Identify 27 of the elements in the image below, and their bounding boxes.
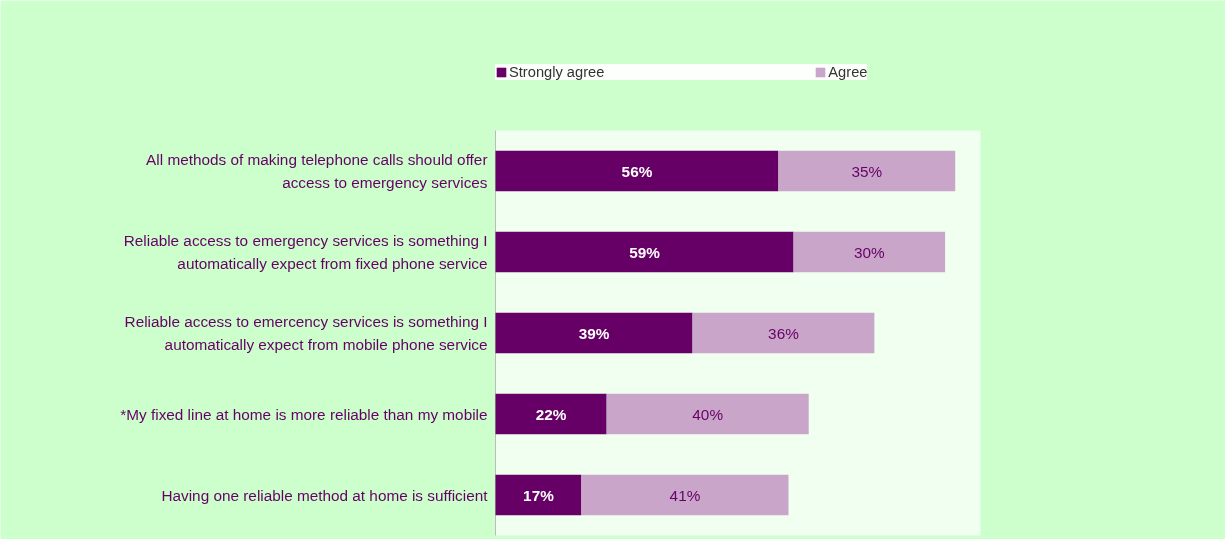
- data-label: 30%: [854, 243, 886, 261]
- bar: [793, 231, 946, 273]
- y-tick-label: Having one reliable method at home is sufficient: [161, 486, 489, 504]
- data-label: 35%: [851, 162, 883, 180]
- bar: [495, 231, 794, 273]
- bar: [495, 393, 607, 435]
- data-label: 40%: [692, 405, 724, 423]
- bar: [778, 150, 956, 192]
- bar: [495, 474, 582, 516]
- data-label: 59%: [629, 243, 661, 261]
- data-label: 36%: [768, 324, 800, 342]
- data-label: 56%: [621, 162, 653, 180]
- legend-label: Agree: [828, 64, 868, 80]
- data-label: 17%: [523, 486, 555, 504]
- y-tick-label: Reliable access to emergency services is something I automatically expect from fixed phone service: [123, 232, 488, 272]
- y-tick-label: All methods of making telephone calls should offer access to emergency services: [146, 151, 488, 191]
- y-tick-label: *My fixed line at home is more reliable than my mobile: [120, 405, 488, 423]
- legend-label: Strongly agree: [509, 64, 605, 80]
- data-label: 22%: [535, 405, 567, 423]
- data-label: 39%: [578, 324, 610, 342]
- bar: [692, 312, 875, 354]
- y-tick-label: Reliable access to emercency services is something I automatically expect from mobile phone service: [124, 313, 488, 353]
- bar: [581, 474, 789, 516]
- bar: [495, 312, 693, 354]
- data-label: 41%: [669, 486, 701, 504]
- bar: [606, 393, 809, 435]
- bar: [495, 150, 779, 192]
